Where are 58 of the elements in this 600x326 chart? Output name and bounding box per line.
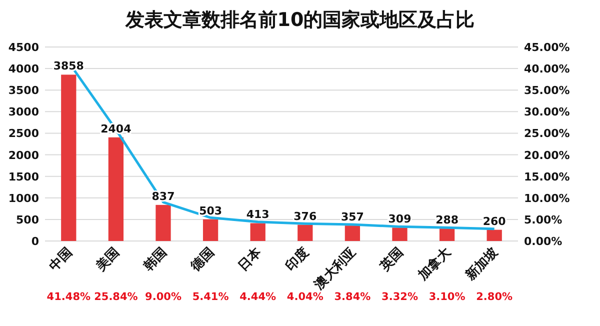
y-tick-label: 3500 (8, 84, 40, 98)
y2-tick-label: 10.00% (524, 192, 570, 205)
data-label: 309 (388, 212, 412, 226)
data-label: 2.80% (476, 291, 514, 303)
data-label: 3.32% (382, 291, 418, 303)
bar (250, 223, 266, 241)
x-tick-label: 美国 (92, 244, 123, 275)
chart-title: 发表文章数排名前10的国家或地区及占比 (124, 9, 475, 31)
data-label: 357 (340, 210, 364, 224)
bar (61, 74, 76, 241)
y-tick-label: 2000 (8, 148, 40, 162)
data-label: 9.00% (145, 291, 182, 303)
y-tick-label: 3000 (8, 106, 40, 119)
bar (486, 230, 502, 241)
x-tick-label: 印度 (282, 244, 312, 274)
y-tick-label: 0 (31, 235, 40, 248)
x-tick-label: 德国 (188, 245, 218, 275)
data-label: 4.44% (240, 291, 277, 303)
bar (202, 219, 218, 241)
data-label: 503 (199, 204, 222, 218)
bar (298, 224, 313, 241)
x-tick-label: 英国 (376, 245, 407, 275)
y-tick-label: 1000 (8, 192, 40, 205)
bar (392, 228, 408, 241)
data-label: 5.41% (192, 291, 230, 303)
data-label: 4.04% (286, 291, 324, 303)
y-tick-label: 500 (16, 213, 40, 226)
y2-tick-label: 35.00% (524, 84, 570, 98)
x-tick-label: 韩国 (140, 245, 170, 275)
x-tick-label: 新加坡 (462, 244, 502, 284)
y-tick-label: 2500 (8, 127, 40, 140)
y2-tick-label: 0.00% (524, 235, 562, 248)
y-tick-label: 4500 (8, 41, 40, 54)
y2-tick-label: 45.00% (524, 41, 570, 54)
y-tick-label: 4000 (8, 62, 40, 76)
data-label: 288 (436, 214, 459, 227)
data-label: 25.84% (94, 291, 138, 303)
bar (344, 226, 360, 241)
data-label: 3.10% (428, 291, 466, 303)
y-tick-label: 1500 (8, 170, 40, 184)
bar (439, 228, 455, 241)
y2-tick-label: 40.00% (524, 62, 570, 76)
data-label: 376 (294, 210, 317, 223)
y2-tick-label: 25.00% (524, 127, 570, 140)
x-tick-label: 日本 (236, 244, 266, 274)
x-tick-label: 澳大利亚 (310, 244, 360, 294)
y2-tick-label: 20.00% (524, 148, 570, 162)
data-label: 41.48% (46, 291, 91, 303)
data-label: 3.84% (334, 291, 372, 303)
x-tick-label: 加拿大 (414, 244, 455, 284)
data-label: 413 (246, 208, 270, 222)
x-tick-label: 中国 (46, 245, 76, 274)
data-label: 260 (482, 214, 506, 228)
y2-tick-label: 30.00% (524, 106, 570, 119)
bar (156, 204, 171, 241)
y2-tick-label: 5.00% (524, 213, 562, 226)
y2-tick-label: 15.00% (524, 170, 570, 184)
bar (108, 137, 124, 241)
